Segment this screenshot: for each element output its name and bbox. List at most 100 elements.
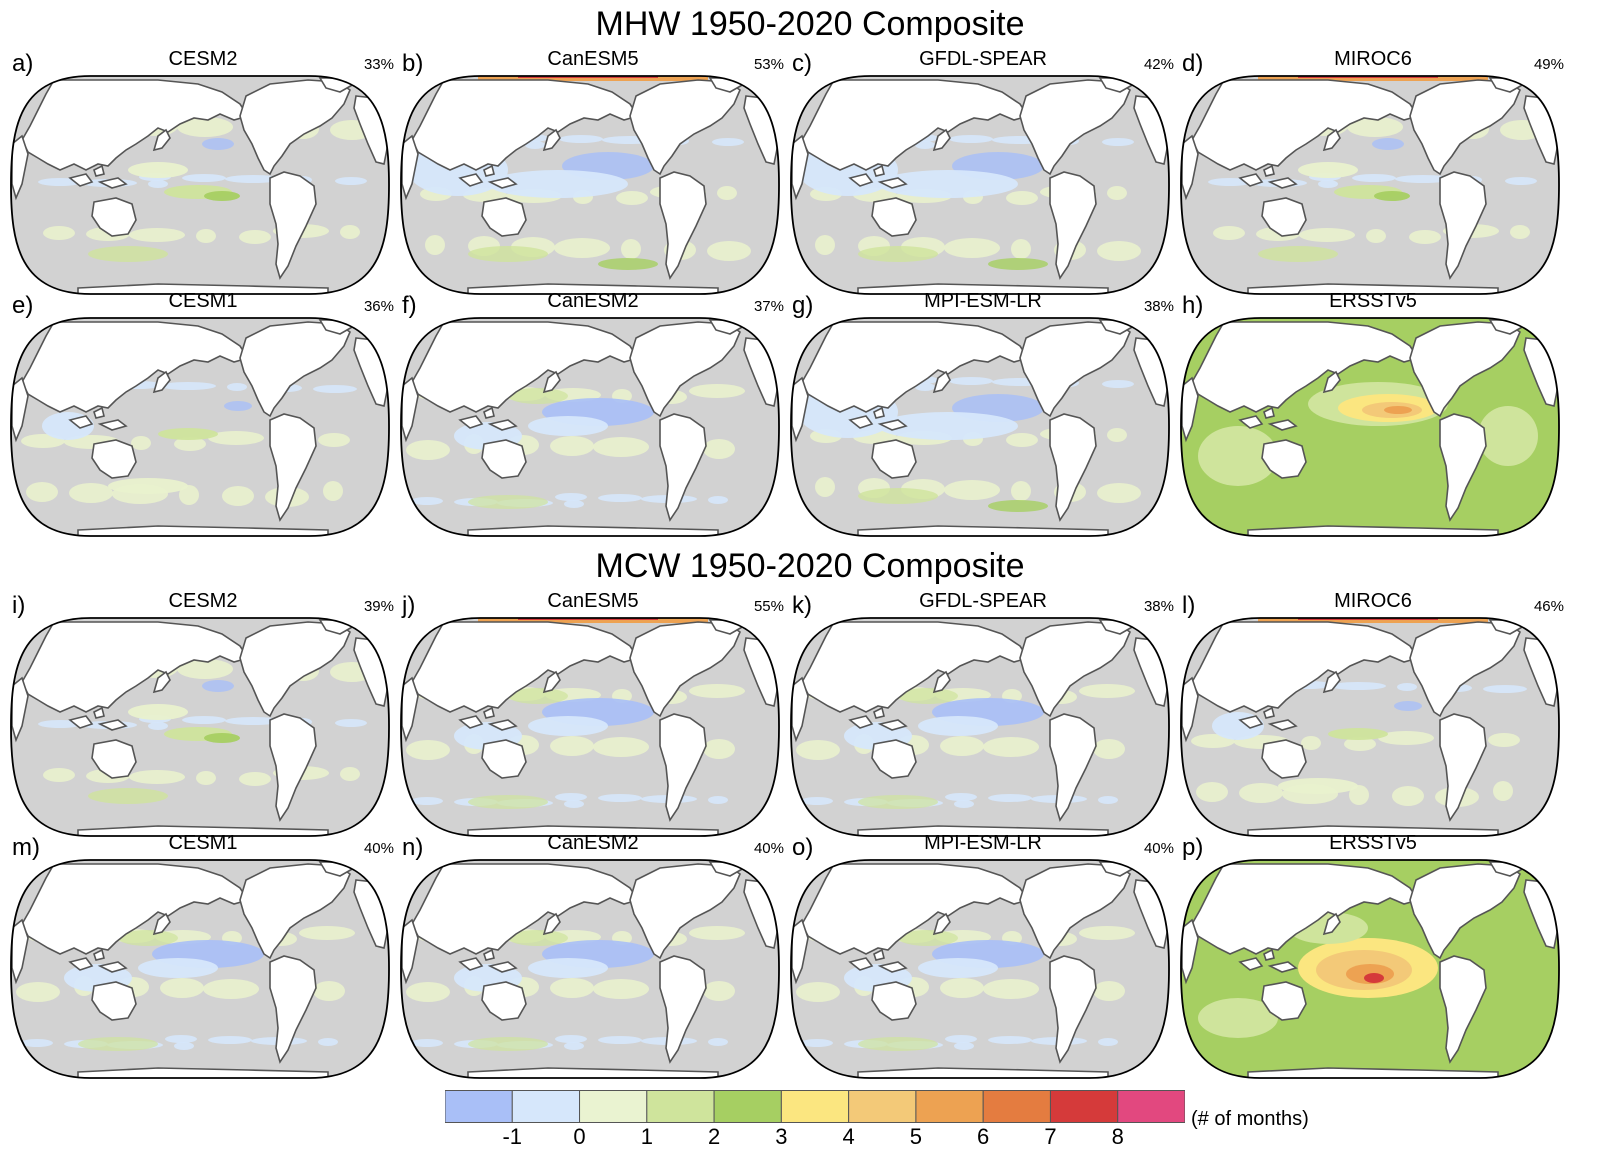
land-mass xyxy=(11,676,29,743)
anomaly-patch xyxy=(1478,406,1538,466)
panel-letter: e) xyxy=(12,292,34,319)
anomaly-patch xyxy=(708,496,728,504)
anomaly-patch xyxy=(177,659,233,679)
land-mass xyxy=(659,413,707,522)
anomaly-patch xyxy=(858,795,938,809)
land-mass xyxy=(481,981,527,1021)
map-frame xyxy=(10,617,390,837)
land-mass xyxy=(857,525,1109,536)
colorbar-bin xyxy=(1117,1090,1186,1123)
anomaly-patch xyxy=(129,228,185,242)
anomaly-patch xyxy=(406,982,450,1002)
map-panel: i) CESM2 39% xyxy=(8,590,398,840)
anomaly-patch xyxy=(949,135,993,143)
anomaly-patch xyxy=(38,178,82,186)
panel-percentage: 40% xyxy=(363,840,394,857)
anomaly-patch xyxy=(227,383,247,391)
anomaly-patch xyxy=(182,716,226,724)
anomaly-patch xyxy=(1374,191,1410,201)
land-mass xyxy=(152,370,171,394)
anomaly-patch xyxy=(796,982,840,1002)
colorbar-tick-label: 8 xyxy=(1111,1124,1124,1149)
land-mass xyxy=(11,134,29,201)
land-mass xyxy=(1439,713,1487,822)
anomaly-patch xyxy=(78,1037,158,1051)
colorbar-bin xyxy=(982,1090,1051,1123)
anomaly-patch xyxy=(550,978,594,998)
anomaly-patch xyxy=(918,716,998,736)
land-mass xyxy=(68,173,94,187)
land-mass xyxy=(97,419,128,431)
land-mass xyxy=(1238,173,1264,187)
land-mass xyxy=(481,439,527,479)
anomaly-patch xyxy=(131,436,151,450)
anomaly-patch xyxy=(708,796,728,804)
panel-model-name: ERSSTv5 xyxy=(1329,832,1417,854)
anomaly-patch xyxy=(1366,229,1386,243)
anomaly-patch xyxy=(1011,481,1031,501)
map-frame xyxy=(1180,617,1560,837)
anomaly-patch xyxy=(858,488,938,504)
panel-model-name: ERSSTv5 xyxy=(1329,290,1417,312)
anomaly-patch xyxy=(313,981,345,1001)
anomaly-patch xyxy=(1196,782,1228,802)
anomaly-patch xyxy=(528,958,608,978)
colorbar-tick-label: 2 xyxy=(707,1124,721,1149)
land-mass xyxy=(848,715,874,729)
anomaly-patch xyxy=(801,1039,833,1047)
panel-letter: d) xyxy=(1182,50,1204,77)
land-mass xyxy=(1261,739,1307,779)
panel-percentage: 37% xyxy=(753,298,784,315)
anomaly-patch xyxy=(118,930,178,946)
arctic-hot-band xyxy=(518,76,658,78)
world-map xyxy=(790,859,1170,1079)
land-mass xyxy=(1322,670,1341,694)
land-mass xyxy=(877,719,908,731)
land-mass xyxy=(401,676,419,743)
land-mass xyxy=(877,419,908,431)
map-frame xyxy=(10,859,390,1079)
anomaly-patch xyxy=(128,162,188,178)
land-mass xyxy=(873,406,885,419)
land-mass xyxy=(1049,955,1097,1064)
world-map xyxy=(1180,859,1560,1079)
anomaly-patch xyxy=(335,177,367,185)
anomaly-patch xyxy=(915,383,935,391)
map-frame xyxy=(790,859,1170,1079)
land-mass xyxy=(11,918,29,985)
anomaly-patch xyxy=(43,226,75,240)
panel-letter: b) xyxy=(402,50,424,77)
anomaly-patch xyxy=(1208,178,1252,186)
panel-model-name: CESM2 xyxy=(168,48,238,70)
land-mass xyxy=(1439,413,1487,522)
land-mass xyxy=(877,177,908,189)
anomaly-patch xyxy=(983,737,1039,757)
panel-model-name: GFDL-SPEAR xyxy=(919,48,1047,70)
anomaly-patch xyxy=(148,180,168,188)
anomaly-patch xyxy=(508,688,568,704)
land-mass xyxy=(93,164,105,177)
anomaly-patch xyxy=(1493,781,1513,801)
land-mass xyxy=(1049,413,1097,522)
land-mass xyxy=(1263,164,1275,177)
anomaly-patch xyxy=(918,958,998,978)
anomaly-patch xyxy=(1352,174,1396,182)
panel-percentage: 39% xyxy=(363,598,394,615)
anomaly-patch xyxy=(858,246,938,262)
anomaly-patch xyxy=(593,737,649,757)
colorbar-tick-label: 0 xyxy=(573,1124,586,1149)
anomaly-patch xyxy=(1298,162,1358,178)
anomaly-patch xyxy=(88,788,168,804)
panel-model-name: CanESM2 xyxy=(547,290,639,312)
anomaly-patch xyxy=(598,258,658,270)
panel-model-name: CESM1 xyxy=(168,832,238,854)
map-panel: m) CESM1 40% xyxy=(8,832,398,1082)
colorbar-tick-label: 4 xyxy=(842,1124,855,1149)
land-mass xyxy=(467,283,719,294)
anomaly-patch xyxy=(801,797,833,805)
land-mass xyxy=(93,406,105,419)
map-frame xyxy=(790,317,1170,537)
panel-letter: p) xyxy=(1182,834,1204,861)
colorbar-tick-label: 5 xyxy=(909,1124,923,1149)
anomaly-patch xyxy=(1488,733,1520,747)
